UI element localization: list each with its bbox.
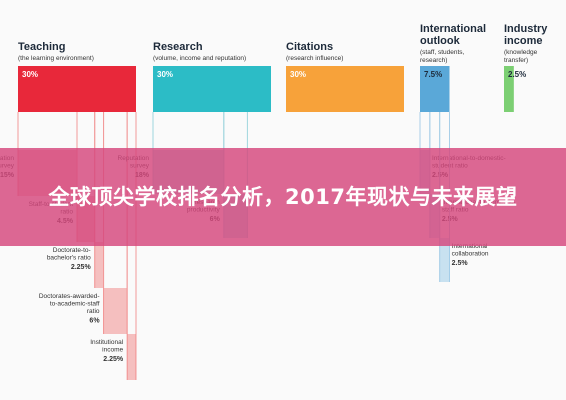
- category-title-teaching: Teaching: [18, 41, 65, 53]
- sub-bar-international: [439, 238, 450, 282]
- weight-label-research: 30%: [157, 70, 173, 79]
- category-title-research: Research: [153, 41, 203, 53]
- category-subtitle-research: (volume, income and reputation): [153, 55, 246, 62]
- sub-label-teaching: income: [102, 347, 123, 354]
- weight-label-teaching: 30%: [22, 70, 38, 79]
- sub-value-teaching: 2.25%: [71, 264, 92, 271]
- banner-title: 全球顶尖学校排名分析，2017年现状与未来展望: [48, 184, 518, 209]
- sub-label-international: collaboration: [452, 251, 489, 258]
- category-subtitle-industry: transfer): [504, 57, 528, 64]
- category-title-industry: Industry: [504, 23, 548, 35]
- category-title-industry: income: [504, 35, 543, 47]
- sub-label-teaching: to-academic-staff: [50, 301, 100, 308]
- category-subtitle-international: (staff, students,: [420, 49, 465, 56]
- weight-bar-citations: [286, 66, 404, 112]
- sub-label-international: International: [452, 243, 488, 250]
- weight-bar-research: [153, 66, 271, 112]
- weight-label-citations: 30%: [290, 70, 306, 79]
- category-subtitle-citations: (research influence): [286, 55, 343, 62]
- sub-bar-teaching: [127, 334, 136, 380]
- category-subtitle-industry: (knowledge: [504, 49, 538, 56]
- sub-label-teaching: Institutional: [90, 339, 123, 346]
- weight-label-industry: 2.5%: [508, 70, 526, 79]
- weight-label-international: 7.5%: [424, 70, 442, 79]
- sub-label-teaching: ratio: [87, 308, 100, 315]
- sub-bar-teaching: [103, 288, 128, 334]
- category-title-international: outlook: [420, 35, 461, 47]
- sub-label-teaching: Doctorates-awarded-: [39, 293, 100, 300]
- sub-value-teaching: 6%: [89, 318, 100, 325]
- category-subtitle-international: research): [420, 57, 447, 64]
- category-subtitle-teaching: (the learning environment): [18, 55, 94, 62]
- sub-label-teaching: Doctorate-to-: [53, 247, 91, 254]
- sub-value-international: 2.5%: [452, 260, 469, 267]
- category-title-international: International: [420, 23, 486, 35]
- sub-label-teaching: bachelor's ratio: [47, 255, 91, 262]
- sub-value-teaching: 2.25%: [103, 356, 124, 363]
- weight-bar-teaching: [18, 66, 136, 112]
- weight-bar-industry: [504, 66, 514, 112]
- sub-bar-teaching: [94, 242, 104, 288]
- category-title-citations: Citations: [286, 41, 333, 53]
- title-banner: 全球顶尖学校排名分析，2017年现状与未来展望: [0, 148, 566, 246]
- weight-bar-international: [420, 66, 450, 112]
